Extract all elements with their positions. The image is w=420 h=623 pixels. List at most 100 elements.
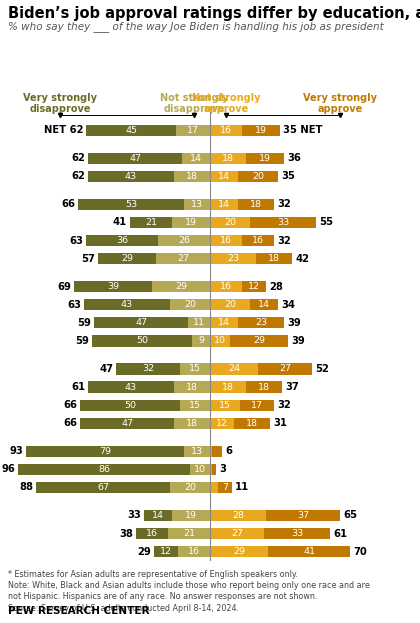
Bar — [210, 510, 266, 521]
Text: 36: 36 — [287, 153, 301, 163]
Bar — [210, 417, 234, 429]
Text: 20: 20 — [224, 300, 236, 309]
Text: 86: 86 — [98, 465, 110, 474]
Text: 66: 66 — [61, 199, 75, 209]
Text: 17: 17 — [187, 126, 199, 135]
Bar — [98, 253, 156, 264]
Bar — [238, 317, 284, 328]
Bar — [210, 153, 246, 164]
Text: 39: 39 — [287, 318, 301, 328]
Text: 43: 43 — [121, 300, 133, 309]
Bar — [268, 546, 350, 557]
Text: 29: 29 — [121, 254, 133, 263]
Text: 18: 18 — [250, 200, 262, 209]
Text: 34: 34 — [281, 300, 295, 310]
Text: * Estimates for Asian adults are representative of English speakers only.: * Estimates for Asian adults are represe… — [8, 570, 298, 579]
Text: 65: 65 — [343, 510, 357, 520]
Text: 29: 29 — [175, 282, 187, 291]
Bar — [210, 317, 238, 328]
Text: 37: 37 — [297, 511, 309, 520]
Bar — [246, 381, 282, 392]
Text: 79: 79 — [99, 447, 111, 456]
Text: 88: 88 — [19, 482, 33, 492]
Text: PEW RESEARCH CENTER: PEW RESEARCH CENTER — [8, 606, 150, 616]
Bar — [230, 335, 288, 346]
Text: 32: 32 — [142, 364, 154, 373]
Bar — [210, 363, 258, 374]
Bar — [250, 299, 278, 310]
Bar — [170, 299, 210, 310]
Text: 19: 19 — [185, 218, 197, 227]
Text: 96: 96 — [1, 464, 15, 474]
Text: 11: 11 — [193, 318, 205, 327]
Bar — [238, 199, 274, 210]
Bar — [86, 125, 176, 136]
Text: 24: 24 — [228, 364, 240, 373]
Bar — [172, 217, 210, 228]
Text: Not strongly
approve: Not strongly approve — [192, 93, 260, 115]
Text: 13: 13 — [191, 200, 203, 209]
Text: 31: 31 — [273, 418, 287, 428]
Text: 32: 32 — [277, 235, 291, 245]
Text: 57: 57 — [81, 254, 95, 264]
Bar — [218, 482, 232, 493]
Text: 66: 66 — [63, 418, 77, 428]
Bar — [240, 399, 274, 411]
Bar — [210, 281, 242, 292]
Text: 20: 20 — [184, 483, 196, 492]
Bar — [154, 546, 178, 557]
Bar — [36, 482, 170, 493]
Text: 55: 55 — [319, 217, 333, 227]
Text: not Hispanic. Hispanics are of any race. No answer responses are not shown.: not Hispanic. Hispanics are of any race.… — [8, 592, 318, 601]
Text: 18: 18 — [222, 154, 234, 163]
Bar — [242, 235, 274, 246]
Text: 15: 15 — [219, 401, 231, 410]
Bar — [256, 253, 292, 264]
Bar — [234, 417, 270, 429]
Bar — [210, 546, 268, 557]
Bar — [210, 235, 242, 246]
Text: 33: 33 — [127, 510, 141, 520]
Bar — [238, 171, 278, 182]
Bar — [18, 464, 190, 475]
Text: 66: 66 — [63, 400, 77, 410]
Text: 62: 62 — [71, 153, 85, 163]
Text: 29: 29 — [233, 547, 245, 556]
Text: 10: 10 — [214, 336, 226, 345]
Text: 18: 18 — [186, 172, 198, 181]
Text: 11: 11 — [235, 482, 249, 492]
Text: 35 NET: 35 NET — [283, 125, 323, 135]
Text: 20: 20 — [184, 300, 196, 309]
Text: 12: 12 — [248, 282, 260, 291]
Text: Very strongly
approve: Very strongly approve — [303, 93, 377, 115]
Text: 35: 35 — [281, 171, 295, 181]
Bar — [266, 510, 340, 521]
Bar — [174, 417, 210, 429]
Text: 23: 23 — [255, 318, 267, 327]
Text: 18: 18 — [268, 254, 280, 263]
Bar — [136, 528, 168, 539]
Text: 50: 50 — [136, 336, 148, 345]
Bar — [184, 445, 210, 457]
Text: Biden’s job approval ratings differ by education, age: Biden’s job approval ratings differ by e… — [8, 6, 420, 21]
Text: 36: 36 — [116, 236, 128, 245]
Text: 14: 14 — [218, 172, 230, 181]
Text: % who say they ___ of the way Joe Biden is handling his job as president: % who say they ___ of the way Joe Biden … — [8, 21, 384, 32]
Text: 39: 39 — [291, 336, 305, 346]
Bar — [174, 171, 210, 182]
Text: 61: 61 — [333, 528, 347, 538]
Text: 14: 14 — [218, 318, 230, 327]
Text: 20: 20 — [252, 172, 264, 181]
Bar — [190, 464, 210, 475]
Bar — [170, 482, 210, 493]
Bar — [172, 510, 210, 521]
Bar — [212, 445, 222, 457]
Text: 14: 14 — [258, 300, 270, 309]
Text: 47: 47 — [121, 419, 133, 428]
Text: 7: 7 — [222, 483, 228, 492]
Bar — [212, 464, 216, 475]
Bar — [258, 363, 312, 374]
Text: 16: 16 — [252, 236, 264, 245]
Text: 41: 41 — [303, 547, 315, 556]
Text: 45: 45 — [125, 126, 137, 135]
